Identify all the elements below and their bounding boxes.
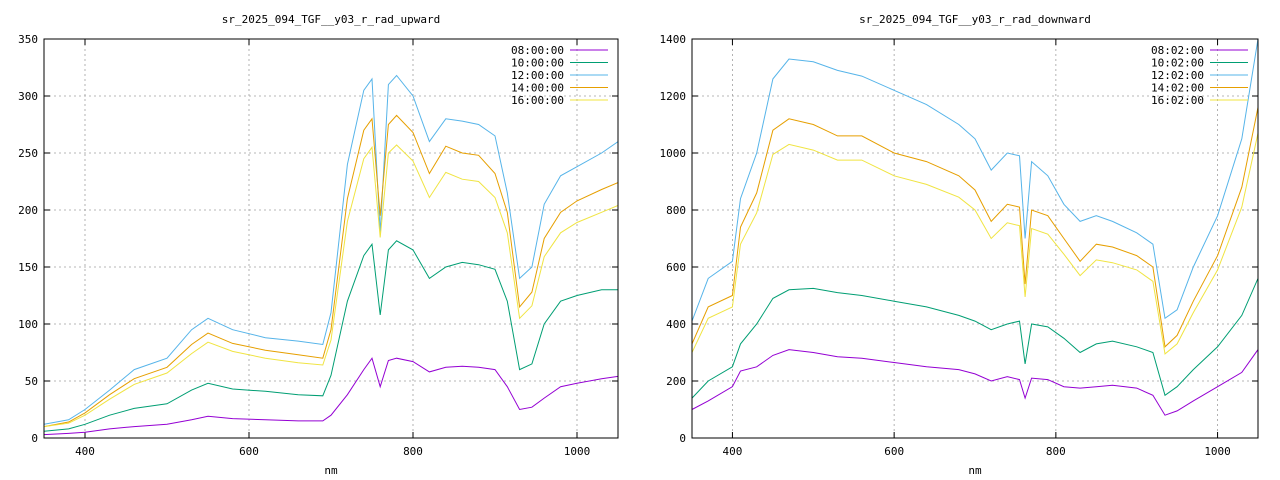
y-tick-label: 200: [666, 375, 686, 388]
x-tick-label: 400: [75, 445, 95, 458]
y-tick-label: 250: [18, 147, 38, 160]
chart-upward: sr_2025_094_TGF__y03_r_rad_upward 0 50 100 1…: [18, 13, 619, 477]
y-tick-label: 400: [666, 318, 686, 331]
plot-frame: [691, 38, 1259, 439]
x-tick-label: 600: [884, 445, 904, 458]
legend-label: 08:00:00: [511, 44, 564, 57]
x-tick-label: 800: [403, 445, 423, 458]
series-group: [44, 74, 618, 436]
legend-label: 12:00:00: [511, 69, 564, 82]
y-tick-label: 100: [18, 318, 38, 331]
x-tick-label: 800: [1046, 445, 1066, 458]
legend-label: 16:00:00: [511, 94, 564, 107]
x-tick-label: 1000: [564, 445, 591, 458]
y-tick-label: 50: [25, 375, 38, 388]
series-line-12-02-00: [692, 39, 1258, 322]
y-tick-label: 600: [666, 261, 686, 274]
series-line-08-02-00: [692, 349, 1258, 416]
series-line-16-02-00: [692, 132, 1258, 355]
legend-label: 14:00:00: [511, 82, 564, 95]
series-line-10-00-00: [44, 240, 618, 432]
y-tick-label: 800: [666, 204, 686, 217]
y-tick-label: 150: [18, 261, 38, 274]
y-tick-label: 0: [679, 432, 686, 445]
legend-label: 08:02:00: [1151, 44, 1204, 57]
legend-label: 10:02:00: [1151, 57, 1204, 70]
x-tick-label: 1000: [1204, 445, 1231, 458]
y-tick-label: 300: [18, 90, 38, 103]
series-line-14-02-00: [692, 107, 1258, 348]
y-tick-label: 1400: [660, 33, 687, 46]
y-tick-label: 350: [18, 33, 38, 46]
series-line-08-00-00: [44, 357, 618, 436]
series-group: [692, 39, 1258, 416]
y-tick-label: 1000: [660, 147, 687, 160]
series-line-12-00-00: [44, 74, 618, 425]
x-axis-label: nm: [324, 464, 338, 477]
legend-label: 16:02:00: [1151, 94, 1204, 107]
chart-title: sr_2025_094_TGF__y03_r_rad_upward: [222, 13, 441, 26]
y-tick-label: 0: [31, 432, 38, 445]
x-axis-label: nm: [968, 464, 982, 477]
x-tick-label: 600: [239, 445, 259, 458]
y-tick-label: 1200: [660, 90, 687, 103]
chart-downward: sr_2025_094_TGF__y03_r_rad_downward 0 200 4…: [660, 13, 1259, 477]
series-line-10-02-00: [692, 278, 1258, 399]
series-line-16-00-00: [44, 144, 618, 428]
legend-label: 10:00:00: [511, 57, 564, 70]
legend-label: 12:02:00: [1151, 69, 1204, 82]
x-tick-label: 400: [722, 445, 742, 458]
chart-title: sr_2025_094_TGF__y03_r_rad_downward: [859, 13, 1091, 26]
series-line-14-00-00: [44, 114, 618, 428]
plot-frame: [43, 38, 619, 439]
legend-label: 14:02:00: [1151, 82, 1204, 95]
y-tick-label: 200: [18, 204, 38, 217]
